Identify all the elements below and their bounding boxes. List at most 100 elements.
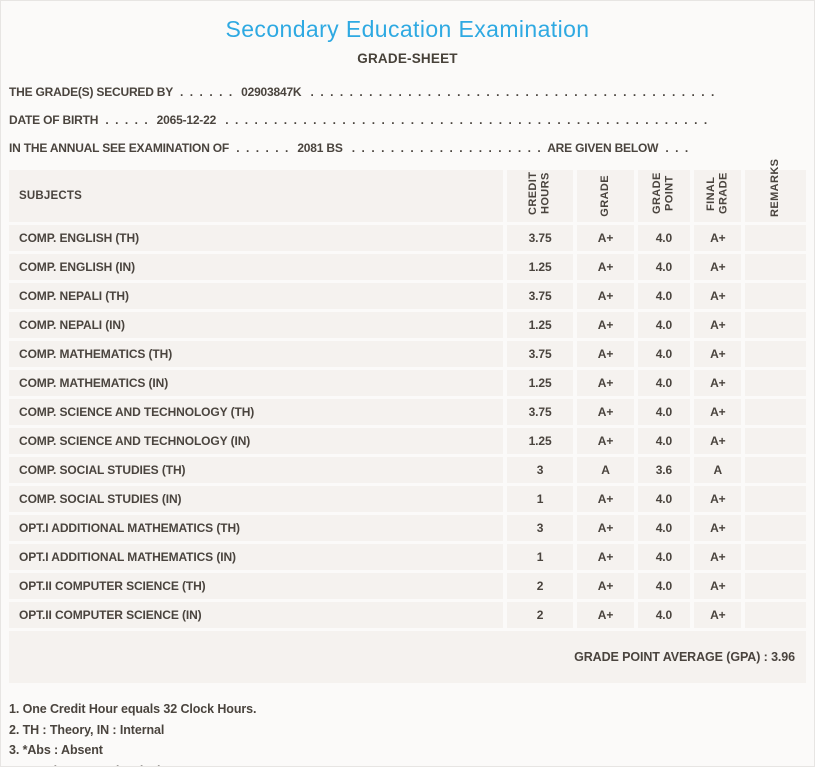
examination-year-value: 2081 BS bbox=[297, 141, 343, 155]
subject-cell: COMP. NEPALI (TH) bbox=[9, 283, 503, 309]
grade-cell: A+ bbox=[577, 544, 634, 570]
subject-cell: COMP. ENGLISH (TH) bbox=[9, 225, 503, 251]
table-row: COMP. MATHEMATICS (IN) 1.25 A+ 4.0 A+ bbox=[9, 370, 806, 396]
subject-cell: COMP. NEPALI (IN) bbox=[9, 312, 503, 338]
remarks-cell bbox=[745, 283, 806, 309]
credit-hours-cell: 2 bbox=[506, 573, 574, 599]
credit-hours-cell: 2 bbox=[506, 602, 574, 628]
grade-point-cell: 4.0 bbox=[637, 602, 691, 628]
remarks-cell bbox=[745, 428, 806, 454]
credit-hours-cell: 3.75 bbox=[506, 225, 574, 251]
header-grade-label: GRADE bbox=[599, 175, 612, 217]
final-grade-cell: A+ bbox=[694, 254, 742, 280]
middle-dots: . . . . . . . . . . . . . . . . . . . . bbox=[351, 141, 541, 155]
table-row: COMP. NEPALI (IN) 1.25 A+ 4.0 A+ bbox=[9, 312, 806, 338]
grade-cell: A bbox=[577, 457, 634, 483]
grade-cell: A+ bbox=[577, 254, 634, 280]
page-title: Secondary Education Examination bbox=[225, 16, 590, 42]
table-row: OPT.II COMPUTER SCIENCE (IN) 2 A+ 4.0 A+ bbox=[9, 602, 806, 628]
grade-cell: A+ bbox=[577, 283, 634, 309]
table-row: COMP. SOCIAL STUDIES (IN) 1 A+ 4.0 A+ bbox=[9, 486, 806, 512]
grade-point-cell: 4.0 bbox=[637, 486, 691, 512]
examination-label: IN THE ANNUAL SEE EXAMINATION OF bbox=[9, 141, 230, 155]
note-credit-hours: 1. One Credit Hour equals 32 Clock Hours… bbox=[9, 702, 257, 716]
final-grade-cell: A+ bbox=[694, 544, 742, 570]
header-credit-hours-label: CREDIT HOURS bbox=[527, 171, 553, 216]
remarks-cell bbox=[745, 254, 806, 280]
trailer-dots: . . . . . . . . . . . . . . . . . . . . … bbox=[225, 113, 713, 127]
grades-table: SUBJECTS CREDIT HOURS GRADE GRADE POINT … bbox=[5, 158, 810, 631]
subject-cell: COMP. ENGLISH (IN) bbox=[9, 254, 503, 280]
table-row: COMP. SOCIAL STUDIES (TH) 3 A 3.6 A bbox=[9, 457, 806, 483]
header-grade-point: GRADE POINT bbox=[637, 170, 691, 222]
gpa-value-line: GRADE POINT AVERAGE (GPA) : 3.96 bbox=[574, 650, 795, 664]
grade-point-cell: 4.0 bbox=[637, 254, 691, 280]
credit-hours-cell: 1.25 bbox=[506, 428, 574, 454]
grade-cell: A+ bbox=[577, 370, 634, 396]
note-absent: 3. *Abs : Absent bbox=[9, 743, 103, 757]
grade-cell: A+ bbox=[577, 399, 634, 425]
remarks-cell bbox=[745, 399, 806, 425]
table-row: OPT.I ADDITIONAL MATHEMATICS (IN) 1 A+ 4… bbox=[9, 544, 806, 570]
trailer-dots: . . . . . . . . . . . . . . . . . . . . … bbox=[310, 85, 721, 99]
final-grade-cell: A+ bbox=[694, 225, 742, 251]
grade-cell: A+ bbox=[577, 602, 634, 628]
final-grade-cell: A+ bbox=[694, 370, 742, 396]
grade-cell: A+ bbox=[577, 573, 634, 599]
subject-cell: OPT.II COMPUTER SCIENCE (TH) bbox=[9, 573, 503, 599]
note-theory-grade-missing: *T : Theory Grade Missing bbox=[9, 761, 814, 767]
table-row: COMP. SCIENCE AND TECHNOLOGY (TH) 3.75 A… bbox=[9, 399, 806, 425]
leader-dots: . . . . . bbox=[105, 113, 148, 127]
header-remarks: REMARKS bbox=[745, 158, 806, 222]
credit-hours-cell: 3 bbox=[506, 515, 574, 541]
note-th-in: 2. TH : Theory, IN : Internal bbox=[9, 722, 165, 737]
grade-point-cell: 4.0 bbox=[637, 428, 691, 454]
final-grade-cell: A+ bbox=[694, 602, 742, 628]
remarks-cell bbox=[745, 457, 806, 483]
subject-cell: OPT.II COMPUTER SCIENCE (IN) bbox=[9, 602, 503, 628]
footnotes-block: 1. One Credit Hour equals 32 Clock Hours… bbox=[9, 699, 814, 767]
grade-cell: A+ bbox=[577, 312, 634, 338]
grade-cell: A+ bbox=[577, 341, 634, 367]
header-remarks-label: REMARKS bbox=[769, 158, 782, 217]
credit-hours-cell: 1.25 bbox=[506, 254, 574, 280]
table-row: OPT.I ADDITIONAL MATHEMATICS (TH) 3 A+ 4… bbox=[9, 515, 806, 541]
remarks-cell bbox=[745, 486, 806, 512]
table-header-row: SUBJECTS CREDIT HOURS GRADE GRADE POINT … bbox=[9, 158, 806, 222]
remarks-cell bbox=[745, 544, 806, 570]
grade-cell: A+ bbox=[577, 515, 634, 541]
subject-cell: COMP. SCIENCE AND TECHNOLOGY (IN) bbox=[9, 428, 503, 454]
grade-cell: A+ bbox=[577, 486, 634, 512]
are-given-below-label: ARE GIVEN BELOW bbox=[547, 141, 659, 155]
grade-point-cell: 4.0 bbox=[637, 341, 691, 367]
header-subjects: SUBJECTS bbox=[9, 170, 503, 222]
table-row: COMP. ENGLISH (TH) 3.75 A+ 4.0 A+ bbox=[9, 225, 806, 251]
final-grade-cell: A+ bbox=[694, 428, 742, 454]
header-final-grade-label: FINAL GRADE bbox=[705, 172, 730, 215]
subject-cell: COMP. MATHEMATICS (IN) bbox=[9, 370, 503, 396]
credit-hours-cell: 3.75 bbox=[506, 399, 574, 425]
header-final-grade: FINAL GRADE bbox=[694, 170, 742, 222]
examination-year-line: IN THE ANNUAL SEE EXAMINATION OF . . . .… bbox=[9, 134, 806, 162]
grade-point-cell: 4.0 bbox=[637, 283, 691, 309]
table-row: OPT.II COMPUTER SCIENCE (TH) 2 A+ 4.0 A+ bbox=[9, 573, 806, 599]
remarks-cell bbox=[745, 573, 806, 599]
credit-hours-cell: 3.75 bbox=[506, 283, 574, 309]
gpa-summary-band: GRADE POINT AVERAGE (GPA) : 3.96 bbox=[9, 631, 806, 683]
date-of-birth-label: DATE OF BIRTH bbox=[9, 113, 99, 127]
final-grade-cell: A+ bbox=[694, 312, 742, 338]
date-of-birth-line: DATE OF BIRTH . . . . . 2065-12-22 . . .… bbox=[9, 106, 713, 134]
grade-point-cell: 4.0 bbox=[637, 515, 691, 541]
final-grade-cell: A+ bbox=[694, 283, 742, 309]
table-row: COMP. ENGLISH (IN) 1.25 A+ 4.0 A+ bbox=[9, 254, 806, 280]
remarks-cell bbox=[745, 225, 806, 251]
header-grade-point-label: GRADE POINT bbox=[651, 172, 676, 215]
credit-hours-cell: 3 bbox=[506, 457, 574, 483]
student-symbol-number: 02903847K bbox=[241, 85, 302, 99]
grade-cell: A+ bbox=[577, 225, 634, 251]
credit-hours-cell: 1.25 bbox=[506, 312, 574, 338]
grade-point-cell: 4.0 bbox=[637, 544, 691, 570]
subject-cell: COMP. SCIENCE AND TECHNOLOGY (TH) bbox=[9, 399, 503, 425]
grade-point-cell: 4.0 bbox=[637, 573, 691, 599]
